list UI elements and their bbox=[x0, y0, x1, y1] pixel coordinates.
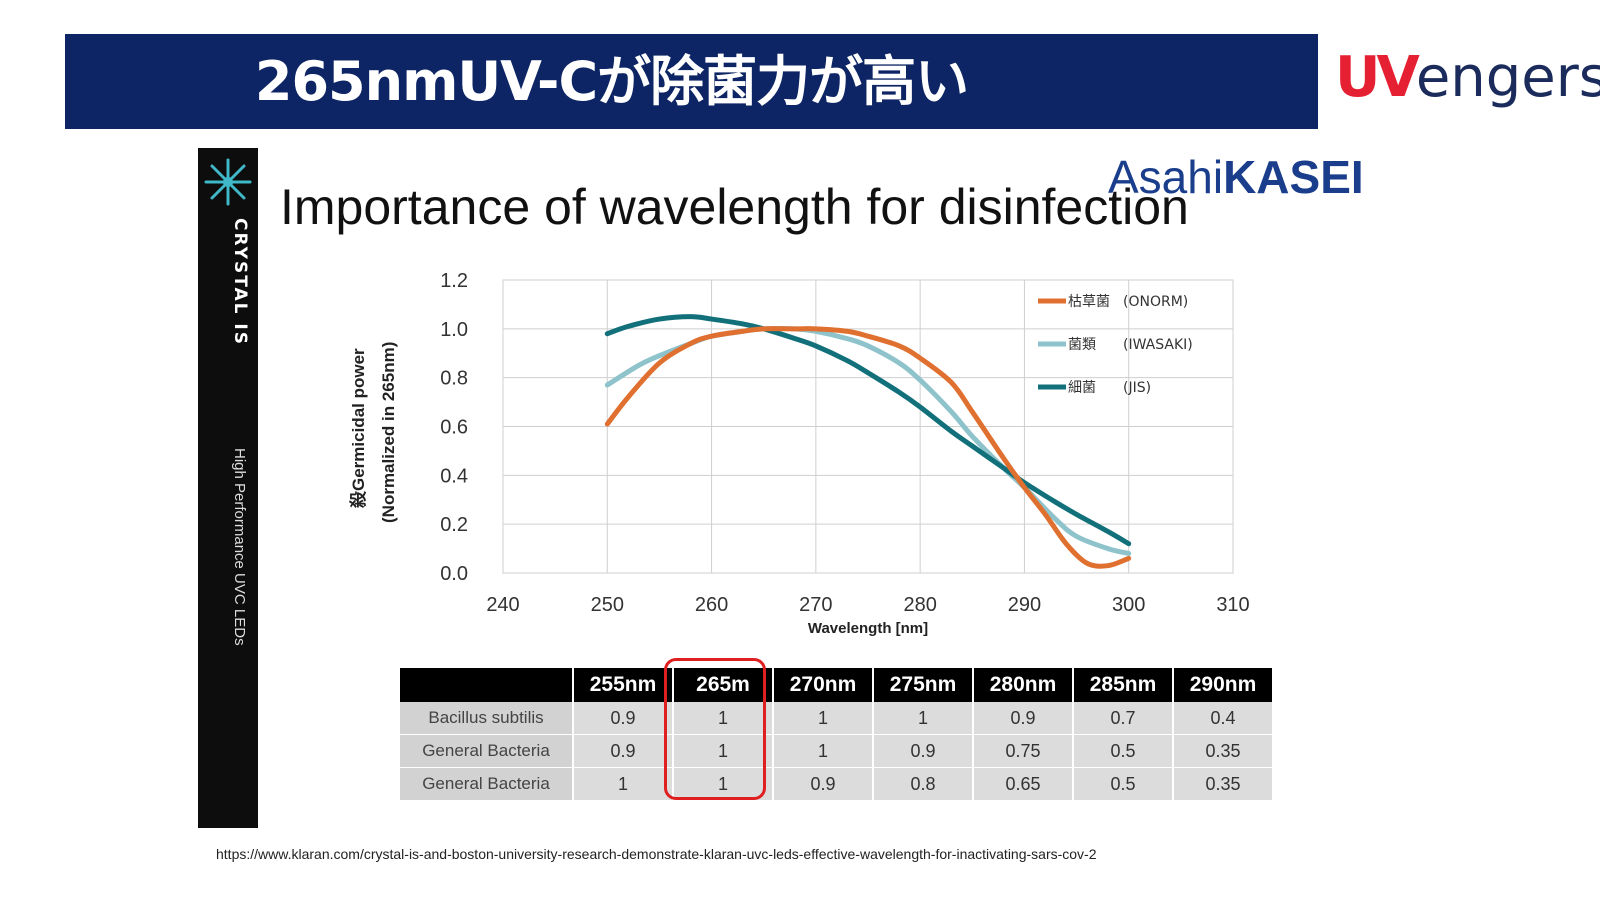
legend-label: 菌類 bbox=[1068, 337, 1096, 353]
germicidal-table: 255nm 265m 270nm 275nm 280nm 285nm 290nm… bbox=[400, 668, 1274, 801]
table-cell: 0.7 bbox=[1074, 702, 1174, 735]
slide-title: Importance of wavelength for disinfectio… bbox=[280, 179, 1189, 235]
logo-rest: engers bbox=[1415, 45, 1600, 110]
table-cell: 0.75 bbox=[974, 735, 1074, 768]
germicidal-chart: 0.0 0.2 0.4 0.6 0.8 1.0 1.2 240 250 260 270 280 290 3… bbox=[440, 270, 1250, 637]
table-cell: 1 bbox=[674, 735, 774, 768]
table-cell: 1 bbox=[674, 768, 774, 801]
row-label: General Bacteria bbox=[400, 768, 574, 801]
table-cell: 0.35 bbox=[1174, 735, 1274, 768]
legend-label: 枯草菌 bbox=[1068, 294, 1110, 310]
table-cell: 0.65 bbox=[974, 768, 1074, 801]
table-cell: 0.5 bbox=[1074, 768, 1174, 801]
y-tick-label: 0.2 bbox=[440, 514, 468, 536]
table-cell: 0.9 bbox=[874, 735, 974, 768]
legend-source: (JIS) bbox=[1123, 380, 1151, 396]
embedded-slide: CRYSTAL IS High Performance UVC LEDs Imp… bbox=[198, 148, 1364, 832]
banner-title: 265nmUV-Cが除菌力が高い bbox=[254, 50, 969, 113]
x-tick-label: 250 bbox=[591, 594, 624, 616]
legend-label: 細菌 bbox=[1068, 380, 1096, 396]
table-row: General Bacteria 0.9 1 1 0.9 0.75 0.5 0.… bbox=[400, 735, 1274, 768]
y-tick-label: 0.0 bbox=[440, 563, 468, 585]
table-cell: 1 bbox=[774, 702, 874, 735]
x-tick-label: 310 bbox=[1216, 594, 1249, 616]
table-cell: 1 bbox=[674, 702, 774, 735]
table-cell: 0.35 bbox=[1174, 768, 1274, 801]
y-tick-label: 1.2 bbox=[440, 270, 468, 292]
asahi-logo-part2: KASEI bbox=[1223, 151, 1364, 203]
title-banner: 265nmUV-Cが除菌力が高い bbox=[65, 34, 1318, 129]
table-corner bbox=[400, 668, 574, 702]
source-url: https://www.klaran.com/crystal-is-and-bo… bbox=[216, 846, 1097, 862]
table-cell: 0.5 bbox=[1074, 735, 1174, 768]
x-tick-label: 300 bbox=[1112, 594, 1145, 616]
crystal-star-icon bbox=[204, 158, 252, 206]
table-cell: 0.9 bbox=[974, 702, 1074, 735]
table-cell: 1 bbox=[574, 768, 674, 801]
table-header: 275nm bbox=[874, 668, 974, 702]
y-tick-label: 0.4 bbox=[440, 465, 468, 487]
table-header-row: 255nm 265m 270nm 275nm 280nm 285nm 290nm bbox=[400, 668, 1274, 702]
series-line-2 bbox=[604, 314, 1132, 547]
legend-source: (IWASAKI) bbox=[1123, 337, 1193, 353]
table-header: 280nm bbox=[974, 668, 1074, 702]
y-tick-label: 0.8 bbox=[440, 368, 468, 390]
x-tick-label: 290 bbox=[1008, 594, 1041, 616]
table-cell: 0.9 bbox=[574, 735, 674, 768]
table-cell: 0.9 bbox=[574, 702, 674, 735]
x-tick-label: 260 bbox=[695, 594, 728, 616]
logo-uv: UV bbox=[1335, 45, 1420, 110]
table-row: Bacillus subtilis 0.9 1 1 1 0.9 0.7 0.4 bbox=[400, 702, 1274, 735]
y-tick-label: 1.0 bbox=[440, 319, 468, 341]
sidebar-brand: CRYSTAL IS bbox=[230, 218, 250, 346]
table-header: 285nm bbox=[1074, 668, 1174, 702]
uvengers-logo: UVengers bbox=[1335, 38, 1600, 118]
sidebar-tagline: High Performance UVC LEDs bbox=[231, 448, 248, 646]
asahi-kasei-logo: AsahiKASEI bbox=[1108, 150, 1364, 204]
y-tick-label: 0.6 bbox=[440, 417, 468, 439]
table-header: 290nm bbox=[1174, 668, 1274, 702]
table-header: 255nm bbox=[574, 668, 674, 702]
crystal-is-sidebar: CRYSTAL IS High Performance UVC LEDs bbox=[198, 148, 258, 828]
table-header: 265m bbox=[674, 668, 774, 702]
row-label: General Bacteria bbox=[400, 735, 574, 768]
x-tick-label: 270 bbox=[799, 594, 832, 616]
table-cell: 1 bbox=[874, 702, 974, 735]
x-tick-label: 240 bbox=[486, 594, 519, 616]
table-header: 270nm bbox=[774, 668, 874, 702]
series-line-0 bbox=[604, 326, 1132, 569]
table-cell: 0.8 bbox=[874, 768, 974, 801]
row-label: Bacillus subtilis bbox=[400, 702, 574, 735]
table-cell: 0.9 bbox=[774, 768, 874, 801]
table-row: General Bacteria 1 1 0.9 0.8 0.65 0.5 0.… bbox=[400, 768, 1274, 801]
asahi-logo-part1: Asahi bbox=[1108, 151, 1224, 203]
x-axis-label: Wavelength [nm] bbox=[808, 620, 928, 637]
table-cell: 0.4 bbox=[1174, 702, 1274, 735]
table-cell: 1 bbox=[774, 735, 874, 768]
legend-source: (ONORM) bbox=[1123, 294, 1188, 310]
x-tick-label: 280 bbox=[903, 594, 936, 616]
